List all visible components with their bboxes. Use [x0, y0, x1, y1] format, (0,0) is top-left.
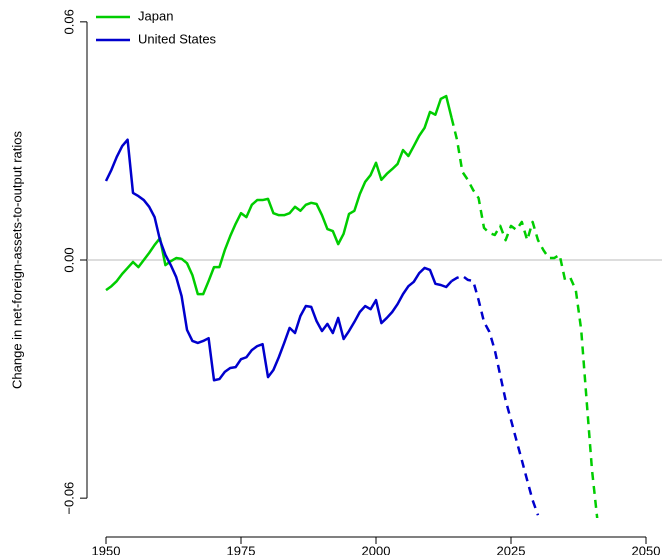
forecast-line	[450, 274, 540, 516]
x-tick-label: 2050	[632, 543, 661, 555]
y-axis-label: Change in net-foreign-assets-to-output r…	[9, 131, 24, 389]
y-tick-label: 0.06	[61, 9, 76, 34]
legend-label: United States	[138, 31, 217, 46]
x-tick-label: 1975	[227, 543, 256, 555]
x-tick-label: 2000	[362, 543, 391, 555]
series-line	[104, 138, 453, 382]
x-tick-label: 2025	[497, 543, 526, 555]
y-tick-label: −0.06	[61, 482, 76, 515]
y-tick-label: 0.00	[61, 247, 76, 272]
x-tick-label: 1950	[92, 543, 121, 555]
plot-area	[104, 94, 599, 518]
series-line	[105, 94, 453, 296]
legend-label: Japan	[138, 8, 173, 23]
forecast-line	[450, 117, 599, 518]
